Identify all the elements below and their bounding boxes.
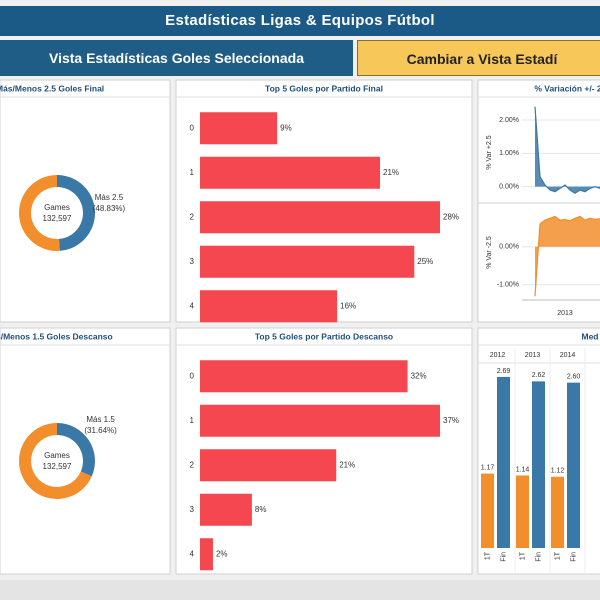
bar-value-label: 1.14: [516, 466, 530, 473]
bar-value-label: 37%: [443, 416, 459, 425]
bar-value-label: 2.62: [532, 372, 546, 379]
segment-value: (31.64%): [84, 426, 117, 435]
x-tick-label: 1T: [484, 551, 491, 560]
category-label: 3: [190, 505, 195, 514]
y-tick-label: -1.00%: [497, 282, 519, 289]
segment-label: Más 1.5: [86, 415, 115, 424]
panel-title: % Variación +/- 2: [534, 83, 600, 93]
facet-label: 2012: [490, 352, 506, 359]
center-label: Games: [44, 451, 70, 460]
bar: [200, 360, 408, 393]
bar: [532, 381, 545, 548]
x-tick-label: Fin: [535, 552, 542, 562]
y-tick-label: 1.00%: [499, 150, 519, 157]
bar: [200, 201, 440, 234]
center-value: 132,597: [43, 214, 72, 223]
donut-segment: [18, 423, 92, 499]
bar-value-label: 2%: [216, 549, 228, 558]
y-axis-label: % Var -2.5: [486, 236, 493, 269]
panel-title: Med: [582, 331, 599, 341]
area: [535, 216, 600, 297]
bar-value-label: 2.69: [497, 368, 511, 375]
facet-label: 2014: [560, 352, 576, 359]
bar: [200, 449, 337, 482]
bar: [200, 156, 380, 189]
bar-value-label: 16%: [340, 301, 356, 310]
bar: [200, 538, 213, 571]
bar: [200, 245, 415, 278]
bar-value-label: 25%: [417, 257, 433, 266]
category-label: 4: [190, 549, 195, 558]
bar: [200, 112, 278, 145]
donut-segment: [19, 175, 60, 251]
category-label: 0: [190, 371, 195, 380]
facet-label: 2013: [525, 352, 541, 359]
category-label: 2: [190, 460, 195, 469]
line: [534, 215, 600, 297]
panel-title: Más/Menos 2.5 Goles Final: [0, 83, 104, 93]
switch-view-button[interactable]: Cambiar a Vista Estadí: [357, 40, 600, 76]
bar: [200, 493, 252, 526]
bar: [200, 290, 338, 323]
x-tick-label: Fin: [500, 552, 507, 562]
segment-label: Más 2.5: [95, 193, 124, 202]
panel-title: s/Menos 1.5 Goles Descanso: [0, 331, 113, 341]
bar: [567, 382, 580, 548]
area: [535, 106, 600, 194]
donut-segment: [57, 423, 95, 477]
y-tick-label: 0.00%: [499, 184, 519, 191]
bar: [481, 473, 494, 548]
footer-strip: [0, 580, 600, 600]
category-label: 0: [190, 123, 195, 132]
center-label: Games: [44, 203, 70, 212]
line: [534, 106, 600, 195]
bar-value-label: 8%: [255, 505, 267, 514]
category-label: 1: [190, 168, 195, 177]
bar: [200, 404, 440, 437]
x-tick-label: 1T: [519, 551, 526, 560]
y-tick-label: 0.00%: [499, 244, 519, 251]
x-tick-label: Fin: [570, 552, 577, 562]
category-label: 1: [190, 416, 195, 425]
x-tick-label: 1T: [554, 551, 561, 560]
bar-value-label: 21%: [383, 168, 399, 177]
dashboard-title: Estadísticas Ligas & Equipos Fútbol: [0, 6, 600, 36]
category-label: 2: [190, 212, 195, 221]
bar-value-label: 21%: [339, 460, 355, 469]
y-tick-label: 2.00%: [499, 117, 519, 124]
bar-value-label: 32%: [411, 371, 427, 380]
category-label: 4: [190, 301, 195, 310]
bar-value-label: 9%: [280, 123, 292, 132]
bar-value-label: 1.17: [481, 464, 495, 471]
y-axis-label: % Var +2.5: [486, 135, 493, 169]
x-tick-label: 2013: [557, 310, 573, 317]
active-view-button[interactable]: Vista Estadísticas Goles Seleccionada: [0, 40, 353, 76]
bar-value-label: 28%: [443, 212, 459, 221]
panel-title: Top 5 Goles por Partido Descanso: [255, 331, 393, 341]
bar-value-label: 2.60: [567, 373, 581, 380]
center-value: 132,597: [43, 462, 72, 471]
bar-value-label: 1.12: [551, 468, 565, 475]
panel-title: Top 5 Goles por Partido Final: [265, 83, 383, 93]
donut-segment: [57, 175, 96, 251]
bar: [551, 476, 564, 548]
category-label: 3: [190, 257, 195, 266]
bar: [497, 376, 510, 548]
segment-value: (48.83%): [93, 204, 126, 213]
bar: [516, 475, 529, 548]
